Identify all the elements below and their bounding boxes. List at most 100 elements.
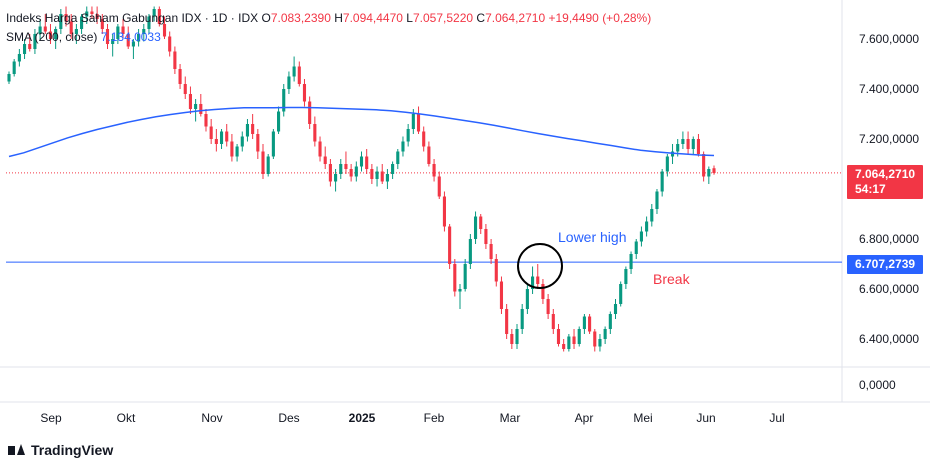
- candle-body[interactable]: [85, 11, 89, 17]
- candle-body[interactable]: [22, 44, 27, 54]
- candle-body[interactable]: [359, 156, 364, 167]
- candle-body[interactable]: [54, 29, 58, 39]
- candle-body[interactable]: [323, 156, 327, 165]
- candle-body[interactable]: [665, 156, 669, 172]
- candle-body[interactable]: [116, 26, 120, 40]
- candle-body[interactable]: [168, 36, 172, 52]
- candle-body[interactable]: [536, 276, 540, 285]
- candle-body[interactable]: [562, 344, 566, 349]
- candle-body[interactable]: [349, 169, 353, 177]
- candle-body[interactable]: [277, 111, 281, 132]
- candle-body[interactable]: [126, 34, 130, 47]
- candle-body[interactable]: [147, 16, 151, 30]
- candle-body[interactable]: [624, 269, 628, 284]
- candle-body[interactable]: [105, 29, 110, 44]
- candle-body[interactable]: [370, 169, 374, 179]
- candle-body[interactable]: [505, 309, 509, 334]
- candle-body[interactable]: [256, 134, 260, 152]
- candle-body[interactable]: [416, 114, 421, 132]
- candle-body[interactable]: [375, 171, 379, 180]
- candle-body[interactable]: [681, 139, 685, 144]
- candle-body[interactable]: [12, 61, 16, 75]
- candle-body[interactable]: [712, 168, 716, 173]
- candle-body[interactable]: [33, 34, 37, 49]
- candle-body[interactable]: [686, 139, 690, 149]
- candle-body[interactable]: [608, 314, 612, 329]
- candle-body[interactable]: [209, 126, 213, 140]
- candle-body[interactable]: [365, 156, 369, 170]
- candle-body[interactable]: [271, 131, 275, 157]
- candle-body[interactable]: [339, 164, 343, 174]
- candle-body[interactable]: [634, 241, 638, 255]
- candle-body[interactable]: [80, 16, 84, 30]
- candle-body[interactable]: [69, 21, 73, 35]
- candle-body[interactable]: [17, 54, 21, 62]
- symbol-title[interactable]: Indeks Harga Saham Gabungan IDX · 1D · I…: [6, 11, 259, 25]
- candle-body[interactable]: [334, 174, 338, 182]
- candle-body[interactable]: [235, 146, 239, 157]
- candle-body[interactable]: [556, 329, 561, 344]
- candle-body[interactable]: [292, 66, 296, 77]
- candle-body[interactable]: [489, 244, 493, 259]
- candle-body[interactable]: [38, 26, 42, 35]
- candle-body[interactable]: [655, 191, 659, 210]
- candle-body[interactable]: [396, 151, 400, 165]
- candle-body[interactable]: [297, 66, 301, 85]
- candle-body[interactable]: [245, 124, 250, 137]
- candle-body[interactable]: [287, 76, 291, 90]
- candle-body[interactable]: [691, 139, 695, 149]
- candle-body[interactable]: [468, 239, 472, 264]
- candle-body[interactable]: [541, 284, 545, 299]
- candle-body[interactable]: [266, 156, 270, 175]
- candle-body[interactable]: [251, 124, 255, 134]
- candle-body[interactable]: [95, 14, 99, 19]
- candle-body[interactable]: [670, 151, 675, 157]
- candle-body[interactable]: [152, 9, 156, 17]
- candle-body[interactable]: [427, 146, 431, 165]
- candle-body[interactable]: [183, 84, 187, 94]
- candle-body[interactable]: [531, 276, 535, 290]
- candle-body[interactable]: [344, 164, 348, 169]
- candle-body[interactable]: [328, 164, 332, 182]
- candle-body[interactable]: [567, 336, 571, 350]
- candle-body[interactable]: [318, 141, 322, 157]
- candle-body[interactable]: [74, 29, 78, 34]
- candle-body[interactable]: [131, 41, 135, 47]
- candle-body[interactable]: [204, 114, 208, 127]
- candle-body[interactable]: [188, 94, 192, 109]
- candle-body[interactable]: [676, 144, 680, 152]
- candle-body[interactable]: [484, 229, 488, 244]
- candle-body[interactable]: [173, 51, 177, 70]
- candle-body[interactable]: [629, 254, 633, 269]
- candle-body[interactable]: [380, 171, 384, 182]
- candle-body[interactable]: [162, 24, 167, 37]
- candle-body[interactable]: [194, 104, 198, 109]
- candle-body[interactable]: [199, 104, 203, 114]
- candle-body[interactable]: [111, 39, 115, 44]
- candle-body[interactable]: [137, 34, 141, 42]
- candle-body[interactable]: [593, 331, 597, 347]
- candle-body[interactable]: [598, 339, 602, 347]
- candle-body[interactable]: [463, 264, 467, 289]
- candle-body[interactable]: [437, 176, 441, 197]
- candle-body[interactable]: [458, 289, 462, 292]
- candle-body[interactable]: [546, 299, 550, 314]
- candle-body[interactable]: [59, 14, 63, 29]
- candle-body[interactable]: [499, 281, 504, 310]
- candle-body[interactable]: [354, 166, 358, 177]
- candle-body[interactable]: [473, 216, 478, 240]
- candle-body[interactable]: [64, 14, 68, 22]
- candle-body[interactable]: [650, 209, 654, 222]
- candle-body[interactable]: [43, 26, 47, 32]
- candle-body[interactable]: [453, 264, 457, 292]
- candle-body[interactable]: [411, 114, 415, 129]
- candle-body[interactable]: [525, 289, 529, 309]
- candle-body[interactable]: [230, 141, 234, 157]
- candle-body[interactable]: [48, 31, 53, 40]
- candle-body[interactable]: [142, 29, 146, 34]
- candle-body[interactable]: [510, 334, 514, 344]
- candle-body[interactable]: [639, 231, 643, 242]
- candle-body[interactable]: [619, 284, 623, 304]
- sma-label[interactable]: SMA (200, close): [6, 30, 98, 44]
